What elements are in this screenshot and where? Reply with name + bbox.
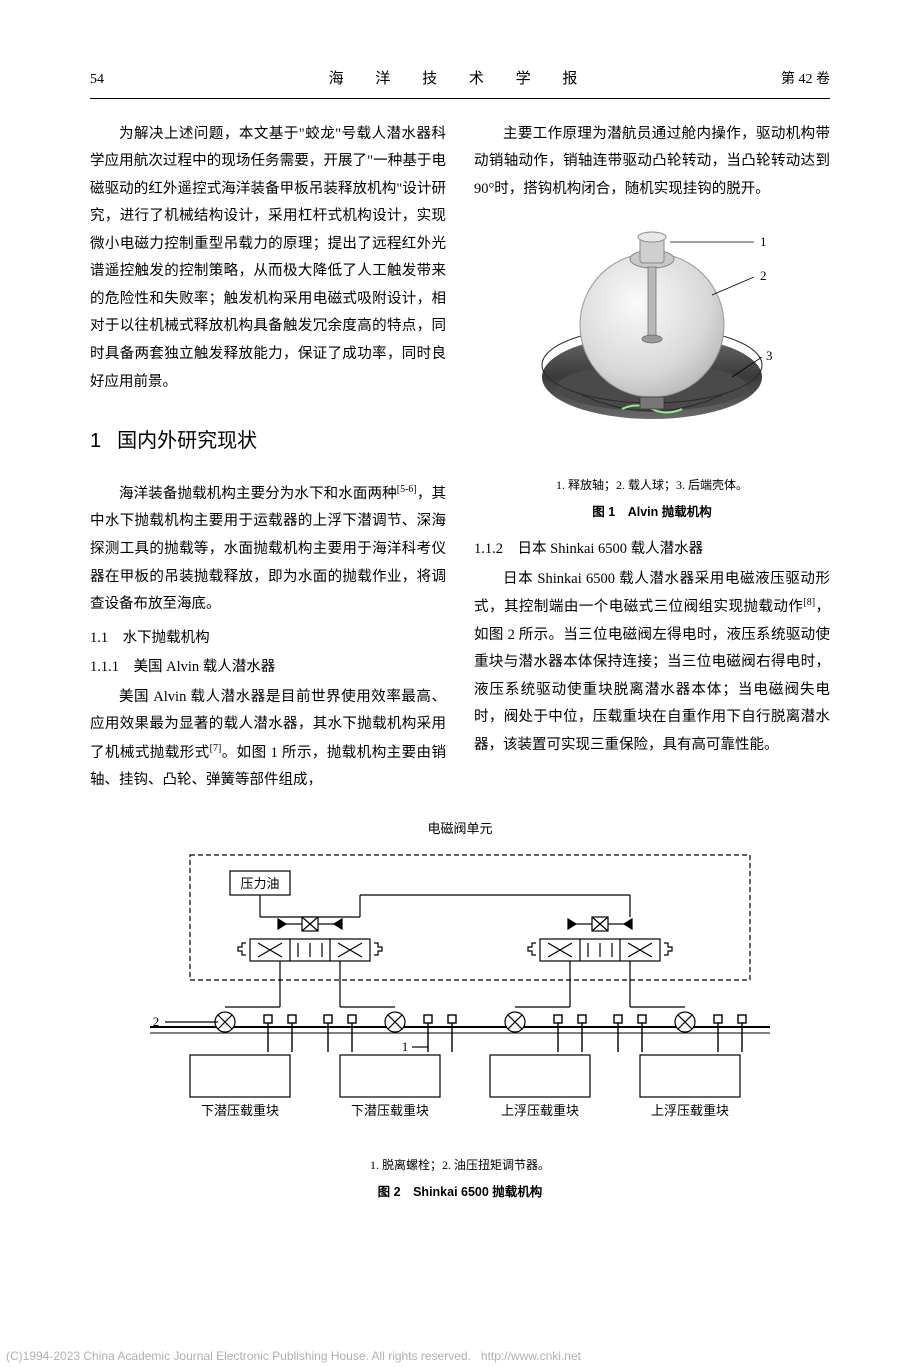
body-columns: 为解决上述问题，本文基于"蛟龙"号载人潜水器科学应用航次过程中的现场任务需要，开… [90, 121, 830, 795]
fig2-label-1: 1 [402, 1039, 409, 1054]
citation-7: [7] [210, 743, 222, 754]
paragraph-shinkai: 日本 Shinkai 6500 载人潜水器采用电磁液压驱动形式，其控制端由一个电… [474, 566, 830, 760]
footer-copyright: (C)1994-2023 China Academic Journal Elec… [6, 1349, 471, 1363]
fig1-label-2: 2 [760, 268, 767, 283]
page-footer: (C)1994-2023 China Academic Journal Elec… [0, 1345, 920, 1367]
citation-5-6: [5-6] [397, 484, 417, 495]
figure-1-parts: 1. 释放轴；2. 载人球；3. 后端壳体。 [474, 474, 830, 497]
paragraph-overview: 海洋装备抛载机构主要分为水下和水面两种[5-6]，其中水下抛载机构主要用于运载器… [90, 480, 446, 619]
volume-label: 第 42 卷 [710, 67, 830, 94]
fig2-label-2: 2 [153, 1014, 160, 1029]
page-header: 54 海 洋 技 术 学 报 第 42 卷 [90, 65, 830, 99]
fig2-weight-down-1: 下潜压载重块 [201, 1103, 279, 1118]
figure-2-top-label: 电磁阀单元 [90, 817, 830, 842]
fig2-weight-down-2: 下潜压载重块 [351, 1103, 429, 1118]
fig2-pressure-label: 压力油 [240, 876, 279, 891]
paragraph-alvin-cont: 主要工作原理为潜航员通过舱内操作，驱动机构带动销轴动作，销轴连带驱动凸轮转动，当… [474, 121, 830, 204]
fig2-weight-up-2: 上浮压载重块 [651, 1103, 729, 1118]
paragraph-intro: 为解决上述问题，本文基于"蛟龙"号载人潜水器科学应用航次过程中的现场任务需要，开… [90, 121, 446, 396]
subsubsection-1-1-2: 1.1.2 日本 Shinkai 6500 载人潜水器 [474, 536, 830, 564]
citation-8: [8] [803, 597, 815, 608]
section-title: 国内外研究现状 [117, 430, 257, 452]
fig2-weight-up-1: 上浮压载重块 [501, 1103, 579, 1118]
page-number: 54 [90, 67, 210, 94]
subsubsection-1-1-1: 1.1.1 美国 Alvin 载人潜水器 [90, 654, 446, 682]
fig1-label-3: 3 [766, 348, 773, 363]
subsection-1-1: 1.1 水下抛载机构 [90, 625, 446, 653]
fig1-label-1: 1 [760, 234, 767, 249]
section-heading-1: 1 国内外研究现状 [90, 422, 446, 460]
figure-1-svg: 1 2 3 [522, 217, 782, 457]
figure-1: 1 2 3 1. 释放轴；2. 载人球；3. 后端壳体。 图 1 Alvin 抛… [474, 217, 830, 524]
journal-title: 海 洋 技 术 学 报 [210, 65, 710, 94]
figure-2-parts: 1. 脱离螺栓；2. 油压扭矩调节器。 [90, 1154, 830, 1177]
figure-2-svg: 压力油 2 1 下潜压载重块 下潜压载重块 上浮压载重块 上浮压载重块 [130, 847, 790, 1137]
figure-2-caption: 图 2 Shinkai 6500 抛载机构 [90, 1181, 830, 1205]
figure-2: 电磁阀单元 [90, 817, 830, 1205]
paragraph-alvin: 美国 Alvin 载人潜水器是目前世界使用效率最高、应用效果最为显著的载人潜水器… [90, 684, 446, 795]
figure-1-caption: 图 1 Alvin 抛载机构 [474, 501, 830, 525]
section-number: 1 [90, 430, 101, 452]
footer-link[interactable]: http://www.cnki.net [481, 1349, 581, 1363]
